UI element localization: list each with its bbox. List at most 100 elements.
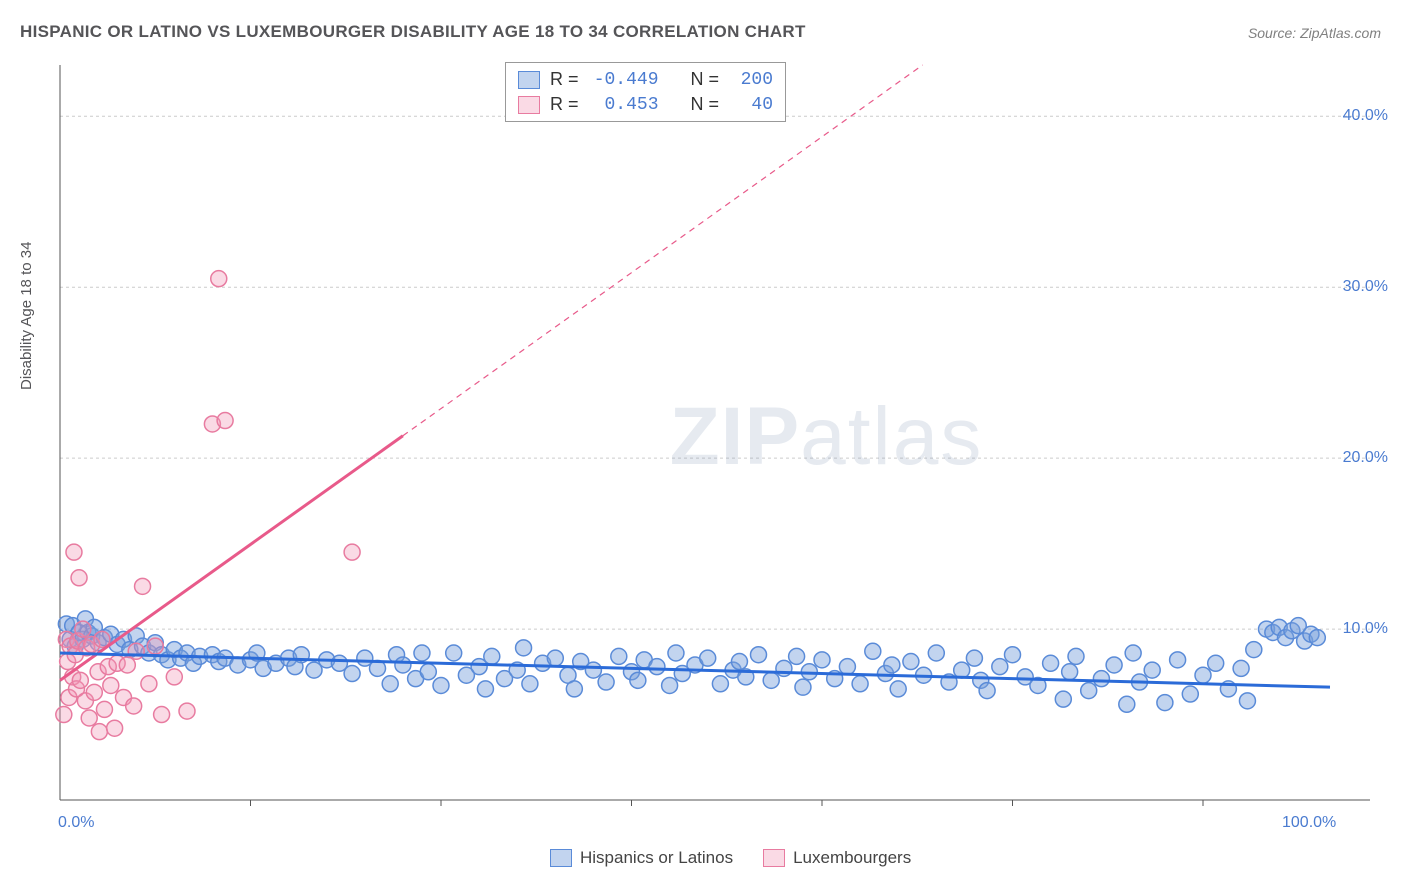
legend-swatch xyxy=(518,71,540,89)
data-point xyxy=(814,652,830,668)
chart-title: HISPANIC OR LATINO VS LUXEMBOURGER DISAB… xyxy=(20,22,806,42)
data-point xyxy=(522,676,538,692)
data-point xyxy=(484,648,500,664)
data-point xyxy=(649,659,665,675)
data-point xyxy=(1157,695,1173,711)
data-point xyxy=(928,645,944,661)
data-point xyxy=(1233,660,1249,676)
data-point xyxy=(395,657,411,673)
data-point xyxy=(211,271,227,287)
chart-area xyxy=(50,60,1380,830)
data-point xyxy=(420,664,436,680)
data-point xyxy=(865,643,881,659)
data-point xyxy=(966,650,982,666)
legend-item: Luxembourgers xyxy=(763,848,911,868)
y-tick-label: 10.0% xyxy=(1343,620,1388,638)
data-point xyxy=(839,659,855,675)
data-point xyxy=(103,677,119,693)
data-point xyxy=(1062,664,1078,680)
y-tick-label: 30.0% xyxy=(1343,278,1388,296)
data-point xyxy=(1093,671,1109,687)
data-point xyxy=(585,662,601,678)
legend-item: Hispanics or Latinos xyxy=(550,848,733,868)
data-point xyxy=(992,659,1008,675)
data-point xyxy=(630,672,646,688)
data-point xyxy=(1246,642,1262,658)
data-point xyxy=(81,710,97,726)
data-point xyxy=(1125,645,1141,661)
data-point xyxy=(1195,667,1211,683)
data-point xyxy=(1119,696,1135,712)
data-point xyxy=(598,674,614,690)
data-point xyxy=(516,640,532,656)
data-point xyxy=(141,676,157,692)
data-point xyxy=(903,654,919,670)
data-point xyxy=(147,638,163,654)
data-point xyxy=(477,681,493,697)
data-point xyxy=(1043,655,1059,671)
data-point xyxy=(789,648,805,664)
legend-swatch xyxy=(550,849,572,867)
data-point xyxy=(433,677,449,693)
data-point xyxy=(344,666,360,682)
data-point xyxy=(1170,652,1186,668)
y-tick-label: 40.0% xyxy=(1343,107,1388,125)
data-point xyxy=(1081,683,1097,699)
data-point xyxy=(1208,655,1224,671)
data-point xyxy=(66,544,82,560)
data-point xyxy=(751,647,767,663)
data-point xyxy=(547,650,563,666)
correlation-stats-box: R =-0.449N =200R =0.453N =40 xyxy=(505,62,786,122)
data-point xyxy=(1068,648,1084,664)
data-point xyxy=(179,703,195,719)
data-point xyxy=(344,544,360,560)
data-point xyxy=(763,672,779,688)
data-point xyxy=(107,720,123,736)
stats-row: R =0.453N =40 xyxy=(506,92,785,117)
data-point xyxy=(446,645,462,661)
data-point xyxy=(135,578,151,594)
y-axis-label: Disability Age 18 to 34 xyxy=(18,242,35,390)
scatter-plot xyxy=(50,60,1380,830)
data-point xyxy=(382,676,398,692)
data-point xyxy=(72,672,88,688)
data-point xyxy=(795,679,811,695)
data-point xyxy=(56,707,72,723)
legend-label: Hispanics or Latinos xyxy=(580,848,733,868)
data-point xyxy=(1309,630,1325,646)
data-point xyxy=(414,645,430,661)
data-point xyxy=(731,654,747,670)
data-point xyxy=(1182,686,1198,702)
data-point xyxy=(166,669,182,685)
data-point xyxy=(668,645,684,661)
data-point xyxy=(611,648,627,664)
legend-label: Luxembourgers xyxy=(793,848,911,868)
data-point xyxy=(128,643,144,659)
data-point xyxy=(662,677,678,693)
data-point xyxy=(884,657,900,673)
data-point xyxy=(1005,647,1021,663)
data-point xyxy=(700,650,716,666)
data-point xyxy=(1239,693,1255,709)
source-attribution: Source: ZipAtlas.com xyxy=(1248,25,1381,41)
data-point xyxy=(566,681,582,697)
data-point xyxy=(71,570,87,586)
data-point xyxy=(96,701,112,717)
data-point xyxy=(75,621,91,637)
data-point xyxy=(91,724,107,740)
data-point xyxy=(852,676,868,692)
data-point xyxy=(1144,662,1160,678)
data-point xyxy=(154,707,170,723)
legend-swatch xyxy=(518,96,540,114)
x-tick-label: 100.0% xyxy=(1282,814,1336,832)
x-tick-label: 0.0% xyxy=(58,814,94,832)
legend-swatch xyxy=(763,849,785,867)
data-point xyxy=(86,684,102,700)
data-point xyxy=(1106,657,1122,673)
data-point xyxy=(979,683,995,699)
data-point xyxy=(1055,691,1071,707)
data-point xyxy=(217,413,233,429)
y-tick-label: 20.0% xyxy=(1343,449,1388,467)
data-point xyxy=(890,681,906,697)
legend: Hispanics or Latinos Luxembourgers xyxy=(550,848,911,868)
